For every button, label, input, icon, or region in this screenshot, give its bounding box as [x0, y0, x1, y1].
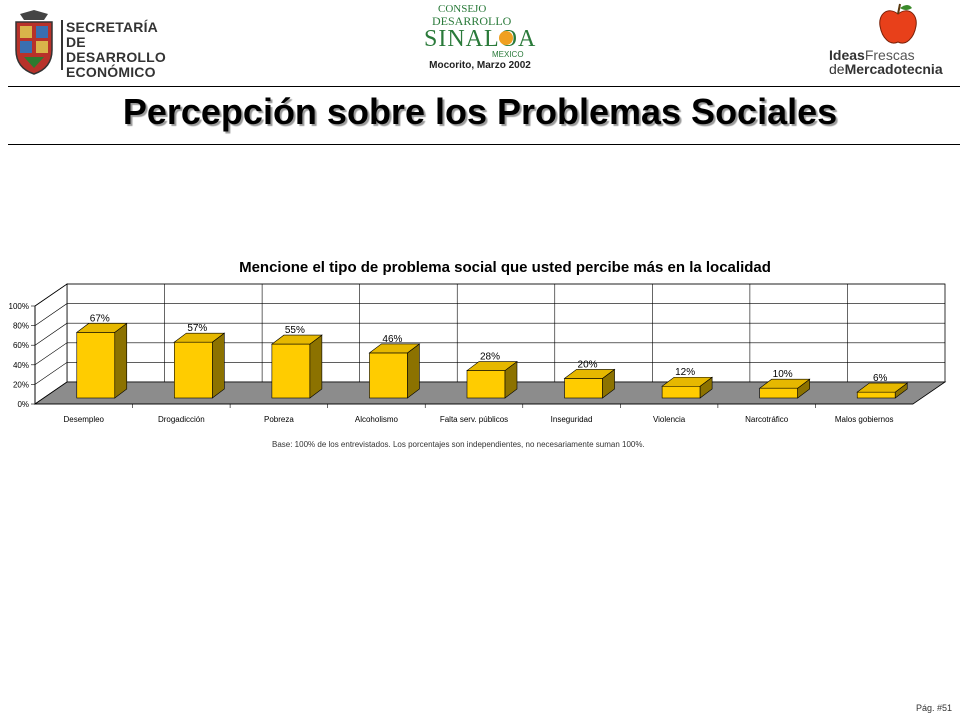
logo-divider: [61, 20, 63, 70]
apple-icon: [879, 3, 917, 44]
bar-front: [369, 352, 408, 399]
data-label: 10%: [773, 369, 793, 380]
consejo-desarrollo-sinaloa-logo: CONSEJO DESARROLLO SINALOA MEXICO: [424, 3, 536, 59]
base-footnote: Base: 100% de los entrevistados. Los por…: [272, 440, 645, 449]
sun-icon: [499, 31, 513, 45]
brand-frescas: Frescas: [864, 47, 915, 63]
y-tick-label: 0%: [17, 400, 29, 409]
desarrollo-text: DESARROLLO: [432, 14, 512, 28]
data-label: 46%: [382, 334, 402, 345]
data-label: 28%: [480, 352, 500, 363]
y-tick-label: 80%: [13, 322, 29, 331]
consejo-logo: CONSEJO DESARROLLO SINALOA MEXICO Mocori…: [405, 0, 555, 75]
category-label: Falta serv. públicos: [440, 415, 508, 424]
bar-top: [173, 332, 226, 343]
bar-top: [270, 334, 323, 345]
category-label: Alcoholismo: [355, 415, 399, 424]
bar-front: [466, 370, 506, 399]
category-label: Malos gobiernos: [835, 415, 894, 424]
y-tick-label: 60%: [13, 341, 29, 350]
page-number: Pág. #51: [915, 703, 952, 713]
bar-side: [114, 322, 128, 399]
data-label: 12%: [675, 367, 695, 378]
top-rule: [8, 86, 960, 87]
org-line-1: SECRETARÍA: [66, 19, 158, 35]
org-line-2: DE DESARROLLO: [66, 34, 166, 65]
consejo-text: CONSEJO: [438, 3, 486, 15]
data-label: 67%: [90, 313, 110, 324]
bar-front: [759, 387, 798, 399]
bar-front: [271, 343, 311, 399]
bar-top: [368, 343, 421, 354]
bar-top: [758, 378, 811, 389]
brand-line-2: deMercadotecnia: [829, 61, 943, 77]
state-seal-icon: [15, 10, 53, 75]
org-line-3: ECONÓMICO: [66, 64, 156, 80]
brand-line-1: IdeasFrescas: [829, 47, 915, 63]
secretaria-logo: SECRETARÍA DE DESARROLLO ECONÓMICO: [8, 8, 168, 80]
bar-front: [856, 391, 896, 399]
bar-side: [212, 332, 225, 399]
title-underline: [8, 144, 960, 145]
category-label: Pobreza: [264, 415, 294, 424]
category-label: Violencia: [653, 415, 686, 424]
ideas-frescas-logo: IdeasFrescas deMercadotecnia: [826, 2, 958, 77]
data-label: 20%: [578, 359, 598, 370]
bar-front: [564, 378, 603, 399]
bar-top: [661, 376, 714, 387]
y-tick-label: 40%: [13, 361, 29, 370]
y-tick-label: 20%: [13, 380, 29, 389]
brand-mercadotecnia: Mercadotecnia: [844, 61, 943, 77]
page-title: Percepción sobre los Problemas Sociales: [122, 91, 838, 132]
sinaloa-text: SINALOA: [424, 26, 536, 52]
bar-chart: 0% 20% 40% 60% 80% 100% 67% Desempleo 57% Drogadi…: [9, 283, 947, 424]
mexico-text: MEXICO: [492, 50, 524, 59]
y-tick-label: 100%: [9, 302, 29, 311]
bar-side: [407, 343, 420, 399]
category-label: Drogadicción: [158, 415, 205, 424]
bar-front: [661, 385, 701, 399]
bar-top: [75, 323, 128, 333]
bar-side: [309, 334, 323, 399]
data-label: 6%: [873, 373, 888, 384]
bar-top: [563, 369, 616, 379]
secretaria-name: SECRETARÍA DE DESARROLLO ECONÓMICO: [66, 20, 168, 80]
bar-front: [76, 332, 116, 399]
brand-ideas: Ideas: [829, 47, 865, 63]
bar-front: [174, 341, 213, 399]
category-label: Inseguridad: [551, 415, 593, 424]
place-date: Mocorito, Marzo 2002: [429, 60, 531, 71]
bar-top: [466, 361, 518, 371]
chart-title: Mencione el tipo de problema social que …: [239, 259, 771, 276]
brand-de: de: [829, 61, 845, 77]
data-label: 57%: [187, 323, 207, 334]
category-label: Narcotráfico: [745, 415, 789, 424]
category-label: Desempleo: [64, 415, 105, 424]
bar-top: [856, 382, 909, 393]
data-label: 55%: [285, 325, 305, 336]
